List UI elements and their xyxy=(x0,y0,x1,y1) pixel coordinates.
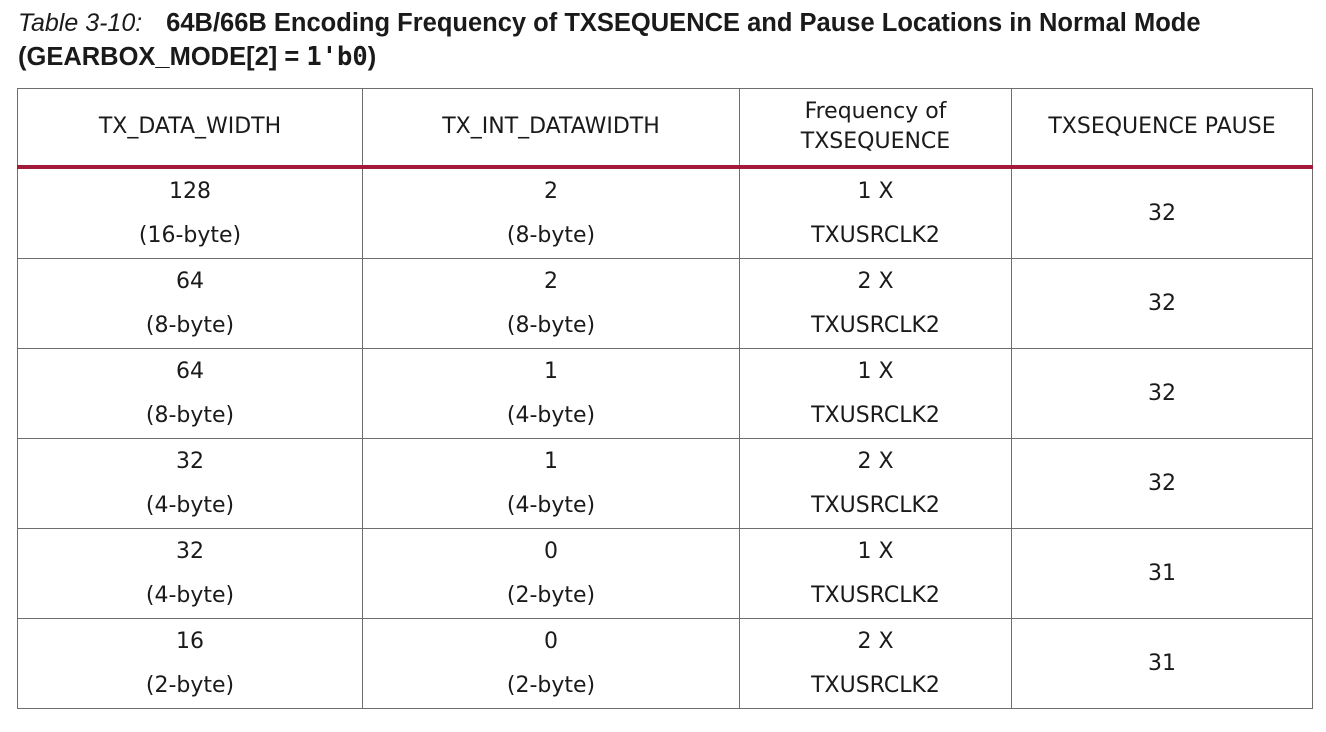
cell-value: 2 xyxy=(363,170,739,214)
cell-bytes: (8-byte) xyxy=(18,304,362,348)
cell-clock: TXUSRCLK2 xyxy=(740,664,1011,708)
cell-multiplier: 1 X xyxy=(740,530,1011,574)
cell-bytes: (2-byte) xyxy=(363,574,739,618)
cell-tx-data-width: 64 (8-byte) xyxy=(18,349,363,439)
table-caption: Table 3-10: 64B/66B Encoding Frequency of… xyxy=(18,6,1318,74)
cell-bytes: (4-byte) xyxy=(18,484,362,528)
cell-tx-data-width: 128 (16-byte) xyxy=(18,167,363,259)
cell-frequency: 2 X TXUSRCLK2 xyxy=(740,439,1012,529)
cell-clock: TXUSRCLK2 xyxy=(740,304,1011,348)
cell-tx-int-datawidth: 1 (4-byte) xyxy=(363,439,740,529)
table-row: 32 (4-byte) 1 (4-byte) 2 X TXUSRCLK2 32 xyxy=(18,439,1313,529)
cell-value: 32 xyxy=(18,440,362,484)
header-frequency-line1: Frequency of xyxy=(805,99,947,124)
cell-frequency: 2 X TXUSRCLK2 xyxy=(740,259,1012,349)
header-txsequence-pause: TXSEQUENCE PAUSE xyxy=(1012,89,1313,168)
cell-clock: TXUSRCLK2 xyxy=(740,574,1011,618)
cell-frequency: 1 X TXUSRCLK2 xyxy=(740,349,1012,439)
table-row: 32 (4-byte) 0 (2-byte) 1 X TXUSRCLK2 31 xyxy=(18,529,1313,619)
cell-value: 64 xyxy=(18,350,362,394)
cell-pause: 31 xyxy=(1012,619,1313,709)
cell-tx-int-datawidth: 1 (4-byte) xyxy=(363,349,740,439)
cell-tx-data-width: 32 (4-byte) xyxy=(18,529,363,619)
cell-value: 0 xyxy=(363,620,739,664)
cell-clock: TXUSRCLK2 xyxy=(740,394,1011,438)
cell-bytes: (8-byte) xyxy=(363,304,739,348)
cell-tx-int-datawidth: 2 (8-byte) xyxy=(363,259,740,349)
cell-bytes: (16-byte) xyxy=(18,214,362,258)
cell-frequency: 2 X TXUSRCLK2 xyxy=(740,619,1012,709)
cell-bytes: (2-byte) xyxy=(18,664,362,708)
encoding-frequency-table: TX_DATA_WIDTH TX_INT_DATAWIDTH Frequency… xyxy=(17,88,1313,709)
cell-multiplier: 2 X xyxy=(740,260,1011,304)
header-tx-data-width: TX_DATA_WIDTH xyxy=(18,89,363,168)
cell-clock: TXUSRCLK2 xyxy=(740,214,1011,258)
table-row: 64 (8-byte) 2 (8-byte) 2 X TXUSRCLK2 32 xyxy=(18,259,1313,349)
table-title-paren-open: (GEARBOX_MODE[2] = xyxy=(18,43,306,71)
header-frequency-line2: TXSEQUENCE xyxy=(801,129,950,154)
cell-value: 1 xyxy=(363,440,739,484)
cell-pause: 32 xyxy=(1012,349,1313,439)
cell-value: 16 xyxy=(18,620,362,664)
cell-multiplier: 1 X xyxy=(740,170,1011,214)
table-number: Table 3-10: xyxy=(18,9,142,37)
cell-value: 128 xyxy=(18,170,362,214)
cell-multiplier: 2 X xyxy=(740,620,1011,664)
cell-value: 1 xyxy=(363,350,739,394)
table-row: 64 (8-byte) 1 (4-byte) 1 X TXUSRCLK2 32 xyxy=(18,349,1313,439)
cell-clock: TXUSRCLK2 xyxy=(740,484,1011,528)
cell-tx-int-datawidth: 0 (2-byte) xyxy=(363,529,740,619)
cell-bytes: (8-byte) xyxy=(363,214,739,258)
cell-tx-int-datawidth: 2 (8-byte) xyxy=(363,167,740,259)
cell-bytes: (4-byte) xyxy=(363,484,739,528)
cell-value: 2 xyxy=(363,260,739,304)
cell-value: 0 xyxy=(363,530,739,574)
header-frequency-of-txsequence: Frequency of TXSEQUENCE xyxy=(740,89,1012,168)
cell-bytes: (8-byte) xyxy=(18,394,362,438)
cell-bytes: (4-byte) xyxy=(363,394,739,438)
table-title-main: 64B/66B Encoding Frequency of TXSEQUENCE… xyxy=(166,9,1200,37)
cell-frequency: 1 X TXUSRCLK2 xyxy=(740,529,1012,619)
cell-pause: 32 xyxy=(1012,259,1313,349)
table-title: 64B/66B Encoding Frequency of TXSEQUENCE… xyxy=(18,9,1201,71)
table-header-row: TX_DATA_WIDTH TX_INT_DATAWIDTH Frequency… xyxy=(18,89,1313,168)
table-row: 16 (2-byte) 0 (2-byte) 2 X TXUSRCLK2 31 xyxy=(18,619,1313,709)
cell-frequency: 1 X TXUSRCLK2 xyxy=(740,167,1012,259)
cell-multiplier: 2 X xyxy=(740,440,1011,484)
cell-pause: 32 xyxy=(1012,439,1313,529)
cell-pause: 32 xyxy=(1012,167,1313,259)
table-title-paren-close: ) xyxy=(368,43,377,71)
cell-tx-data-width: 64 (8-byte) xyxy=(18,259,363,349)
cell-pause: 31 xyxy=(1012,529,1313,619)
table-row: 128 (16-byte) 2 (8-byte) 1 X TXUSRCLK2 32 xyxy=(18,167,1313,259)
cell-tx-data-width: 16 (2-byte) xyxy=(18,619,363,709)
cell-value: 32 xyxy=(18,530,362,574)
cell-multiplier: 1 X xyxy=(740,350,1011,394)
cell-tx-data-width: 32 (4-byte) xyxy=(18,439,363,529)
header-tx-int-datawidth: TX_INT_DATAWIDTH xyxy=(363,89,740,168)
cell-bytes: (2-byte) xyxy=(363,664,739,708)
table-title-code: 1'b0 xyxy=(306,42,367,72)
cell-tx-int-datawidth: 0 (2-byte) xyxy=(363,619,740,709)
cell-bytes: (4-byte) xyxy=(18,574,362,618)
cell-value: 64 xyxy=(18,260,362,304)
